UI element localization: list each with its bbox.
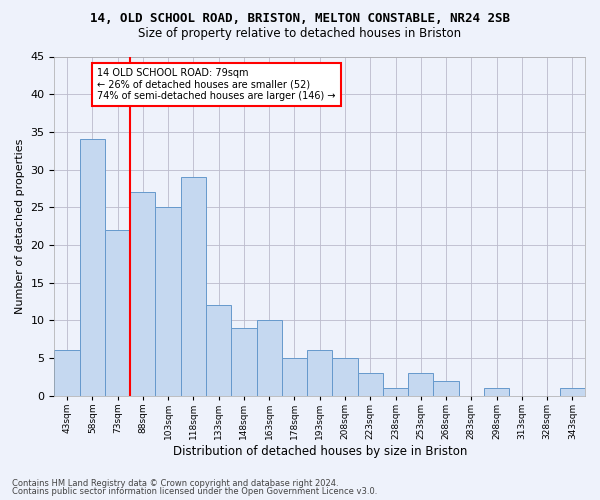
Bar xyxy=(307,350,332,396)
Text: Contains public sector information licensed under the Open Government Licence v3: Contains public sector information licen… xyxy=(12,487,377,496)
Text: Size of property relative to detached houses in Briston: Size of property relative to detached ho… xyxy=(139,28,461,40)
Bar xyxy=(231,328,257,396)
Bar xyxy=(332,358,358,396)
Bar xyxy=(560,388,585,396)
Y-axis label: Number of detached properties: Number of detached properties xyxy=(15,138,25,314)
Text: 14, OLD SCHOOL ROAD, BRISTON, MELTON CONSTABLE, NR24 2SB: 14, OLD SCHOOL ROAD, BRISTON, MELTON CON… xyxy=(90,12,510,26)
Bar xyxy=(358,373,383,396)
Bar xyxy=(55,350,80,396)
Bar xyxy=(282,358,307,396)
Bar xyxy=(257,320,282,396)
Bar xyxy=(433,380,458,396)
Bar xyxy=(181,177,206,396)
Bar xyxy=(130,192,155,396)
Bar xyxy=(484,388,509,396)
Bar xyxy=(105,230,130,396)
Text: 14 OLD SCHOOL ROAD: 79sqm
← 26% of detached houses are smaller (52)
74% of semi-: 14 OLD SCHOOL ROAD: 79sqm ← 26% of detac… xyxy=(97,68,336,101)
Bar xyxy=(408,373,433,396)
Bar xyxy=(206,305,231,396)
Text: Contains HM Land Registry data © Crown copyright and database right 2024.: Contains HM Land Registry data © Crown c… xyxy=(12,478,338,488)
Bar xyxy=(80,140,105,396)
Bar xyxy=(383,388,408,396)
X-axis label: Distribution of detached houses by size in Briston: Distribution of detached houses by size … xyxy=(173,444,467,458)
Bar xyxy=(155,207,181,396)
